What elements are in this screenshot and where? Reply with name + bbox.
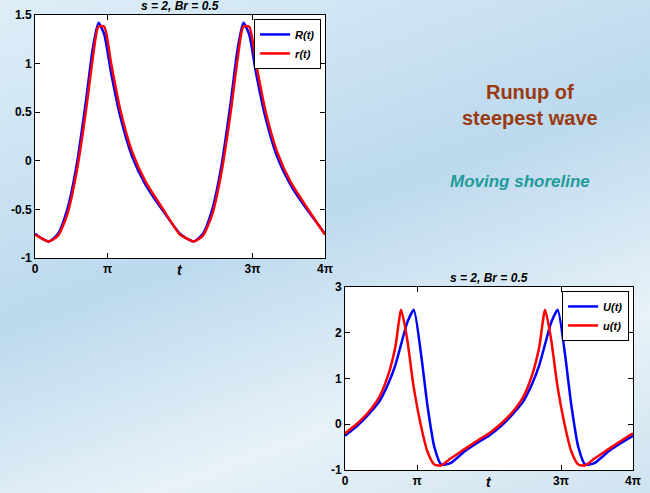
svg-text:1: 1 — [335, 372, 342, 386]
svg-text:-1: -1 — [21, 251, 32, 265]
svg-text:R(t): R(t) — [295, 29, 314, 41]
svg-text:s = 2, Br = 0.5: s = 2, Br = 0.5 — [141, 0, 219, 13]
svg-text:r(t): r(t) — [295, 48, 311, 60]
svg-text:1.5: 1.5 — [15, 8, 32, 22]
svg-text:0: 0 — [25, 154, 32, 168]
svg-text:π: π — [103, 262, 112, 276]
svg-text:Runup ofsteepest wave: Runup ofsteepest wave — [462, 81, 598, 129]
svg-text:4π: 4π — [625, 474, 641, 488]
svg-text:u(t): u(t) — [603, 320, 621, 332]
svg-text:Moving shoreline: Moving shoreline — [450, 172, 590, 191]
svg-text:3π: 3π — [553, 474, 569, 488]
svg-text:0: 0 — [342, 474, 349, 488]
svg-text:4π: 4π — [317, 262, 333, 276]
svg-text:0: 0 — [32, 262, 39, 276]
svg-text:2: 2 — [335, 326, 342, 340]
svg-text:t: t — [177, 262, 183, 278]
svg-text:s = 2, Br = 0.5: s = 2, Br = 0.5 — [450, 271, 528, 285]
svg-text:-1: -1 — [331, 463, 342, 477]
svg-text:-0.5: -0.5 — [11, 203, 32, 217]
svg-text:U(t): U(t) — [603, 301, 622, 313]
svg-text:1: 1 — [25, 57, 32, 71]
svg-text:3π: 3π — [245, 262, 261, 276]
svg-text:0: 0 — [335, 417, 342, 431]
svg-text:0.5: 0.5 — [15, 105, 32, 119]
svg-text:π: π — [412, 474, 421, 488]
svg-text:t: t — [486, 474, 492, 490]
svg-text:3: 3 — [335, 280, 342, 294]
